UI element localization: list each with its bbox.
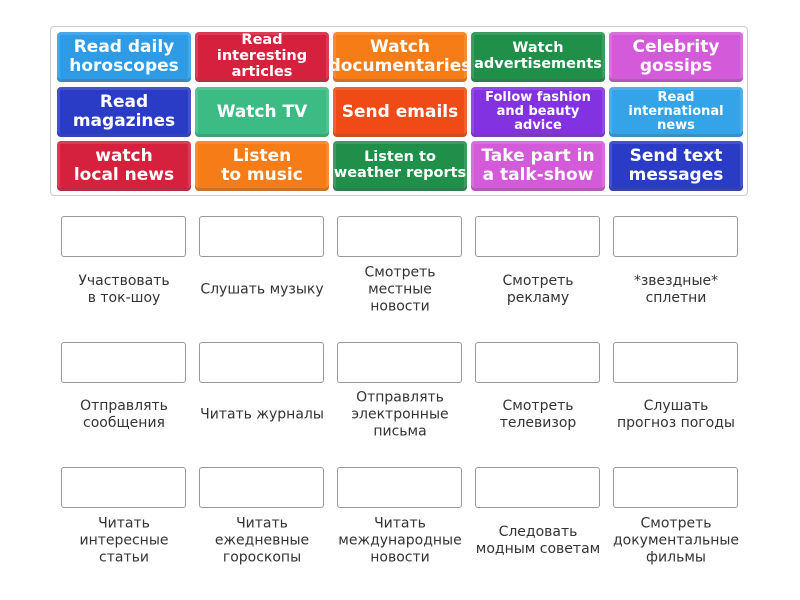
- drop-target-box[interactable]: [475, 342, 600, 383]
- drop-target-box[interactable]: [199, 342, 324, 383]
- drop-target-box[interactable]: [475, 216, 600, 257]
- drop-target-box[interactable]: [337, 342, 462, 383]
- drop-target-box[interactable]: [61, 216, 186, 257]
- answer-tile[interactable]: Listen to music: [195, 141, 329, 191]
- answer-tile[interactable]: Take part in a talk-show: [471, 141, 605, 191]
- answer-tile[interactable]: Send text messages: [609, 141, 743, 191]
- answer-tile[interactable]: Watch documentaries: [329, 32, 471, 82]
- target-label: Читать международные новости: [338, 515, 462, 566]
- answer-tile[interactable]: Read magazines: [57, 87, 191, 137]
- answer-tile[interactable]: Read international news: [609, 87, 743, 137]
- drop-target-box[interactable]: [613, 216, 738, 257]
- answer-tile[interactable]: Listen to weather reports: [333, 141, 467, 191]
- answer-tile[interactable]: Follow fashion and beauty advice: [471, 87, 605, 137]
- target-label: Слушать музыку: [200, 281, 324, 298]
- target-label: Слушать прогноз погоды: [617, 398, 735, 431]
- answer-tray: [50, 26, 748, 196]
- drop-target-box[interactable]: [613, 467, 738, 508]
- drop-target-box[interactable]: [61, 467, 186, 508]
- drop-target-box[interactable]: [61, 342, 186, 383]
- target-label: Участвовать в ток-шоу: [78, 273, 170, 306]
- target-label: Следовать модным советам: [475, 524, 601, 557]
- target-label: Читать ежедневные гороскопы: [214, 515, 310, 566]
- answer-tile[interactable]: Read daily horoscopes: [57, 32, 191, 82]
- answer-tile[interactable]: Watch advertisements: [471, 32, 605, 82]
- answer-tile[interactable]: Celebrity gossips: [609, 32, 743, 82]
- target-label: Смотреть телевизор: [499, 398, 577, 431]
- target-label: Читать журналы: [200, 406, 324, 423]
- drop-target-box[interactable]: [199, 467, 324, 508]
- drop-target-box[interactable]: [337, 216, 462, 257]
- drop-target-box[interactable]: [613, 342, 738, 383]
- target-label: Смотреть документальные фильмы: [612, 515, 740, 566]
- target-label: Смотреть местные новости: [364, 264, 436, 315]
- answer-tile[interactable]: Read interesting articles: [195, 32, 329, 82]
- target-label: Смотреть рекламу: [502, 273, 574, 306]
- answer-tile[interactable]: Watch TV: [195, 87, 329, 137]
- answer-tile[interactable]: watch local news: [57, 141, 191, 191]
- target-label: Читать интересные статьи: [79, 515, 169, 566]
- drop-target-box[interactable]: [337, 467, 462, 508]
- drop-target-box[interactable]: [199, 216, 324, 257]
- target-label: *звездные* сплетни: [633, 273, 719, 306]
- drop-target-box[interactable]: [475, 467, 600, 508]
- target-label: Отправлять сообщения: [80, 398, 168, 431]
- answer-tile[interactable]: Send emails: [333, 87, 467, 137]
- target-label: Отправлять электронные письма: [351, 389, 449, 440]
